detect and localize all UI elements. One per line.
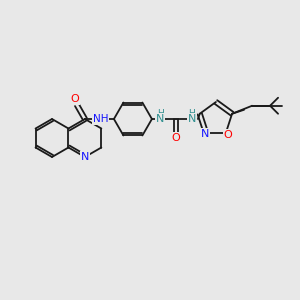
Text: O: O <box>172 133 180 143</box>
Text: H: H <box>158 110 164 118</box>
Text: N: N <box>156 114 164 124</box>
Text: O: O <box>224 130 232 140</box>
Text: H: H <box>188 110 195 118</box>
Text: N: N <box>188 114 196 124</box>
Text: N: N <box>201 129 209 139</box>
Text: NH: NH <box>93 114 109 124</box>
Text: N: N <box>81 152 89 162</box>
Text: O: O <box>70 94 79 104</box>
